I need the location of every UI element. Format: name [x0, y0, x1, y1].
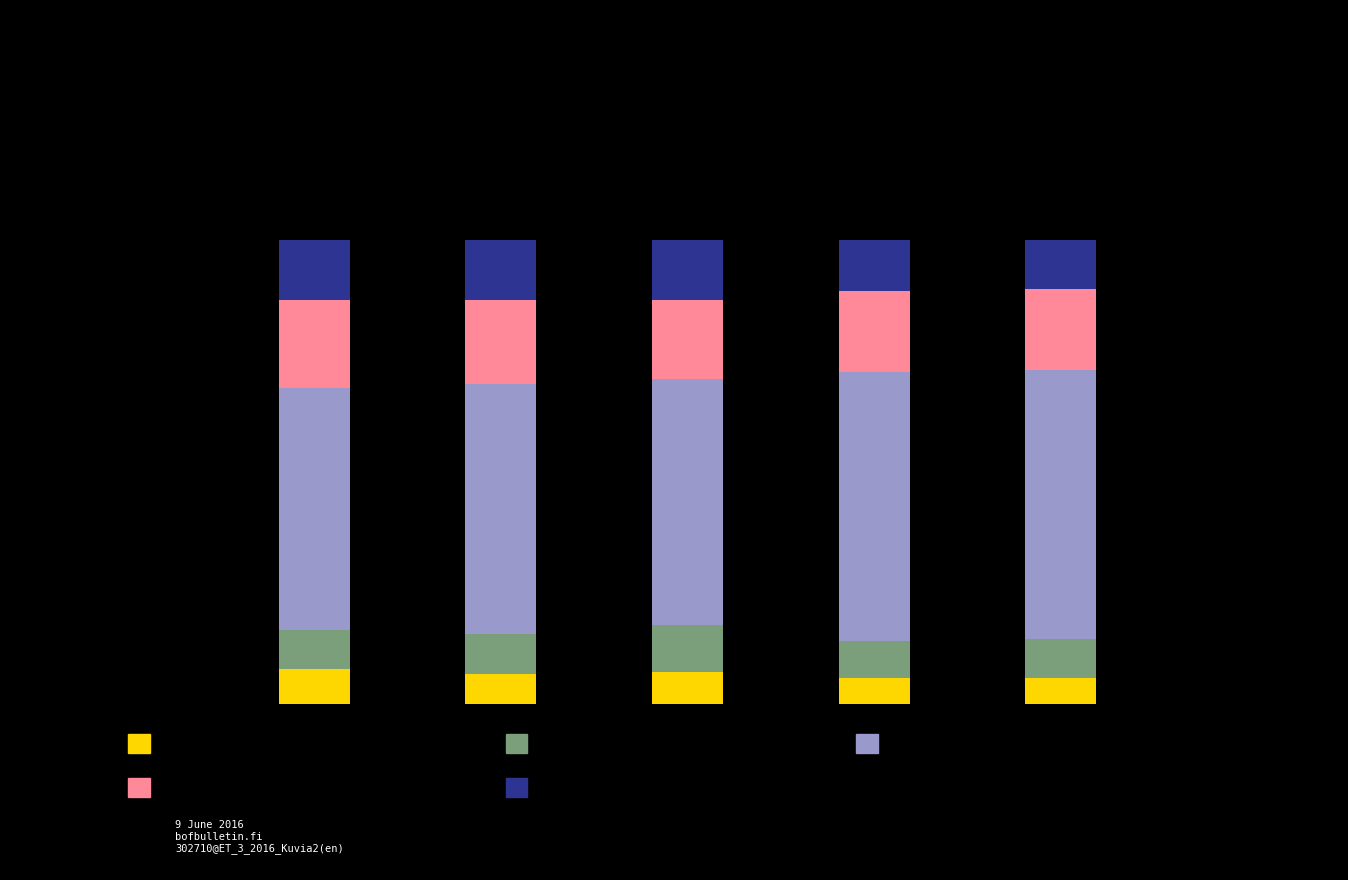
Bar: [652, 240, 723, 300]
Bar: [279, 300, 349, 388]
Bar: [1026, 370, 1096, 639]
Bar: [1026, 240, 1096, 289]
Bar: [465, 674, 537, 704]
Bar: [1026, 678, 1096, 704]
Bar: [279, 669, 349, 704]
Bar: [652, 300, 723, 379]
Bar: [838, 678, 910, 704]
Bar: [279, 388, 349, 630]
Bar: [1026, 639, 1096, 678]
Bar: [838, 642, 910, 678]
Bar: [465, 240, 537, 300]
Bar: [465, 300, 537, 384]
Bar: [652, 379, 723, 625]
Bar: [838, 291, 910, 372]
Bar: [652, 671, 723, 704]
Bar: [279, 630, 349, 669]
Bar: [465, 634, 537, 674]
Bar: [1026, 289, 1096, 370]
Text: 9 June 2016
bofbulletin.fi
302710@ET_3_2016_Kuvia2(en): 9 June 2016 bofbulletin.fi 302710@ET_3_2…: [175, 820, 344, 854]
Bar: [652, 625, 723, 671]
Bar: [279, 240, 349, 300]
Bar: [838, 240, 910, 291]
Bar: [838, 372, 910, 642]
Bar: [465, 384, 537, 634]
